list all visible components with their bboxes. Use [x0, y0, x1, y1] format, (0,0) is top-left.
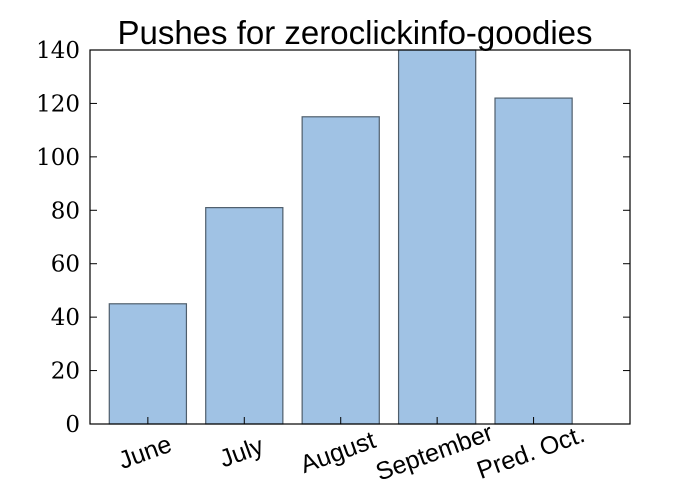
- x-tick-label: September: [372, 418, 496, 486]
- y-tick-label: 60: [51, 252, 80, 278]
- x-tick-label: August: [297, 426, 380, 479]
- bar-pred-oct-: [494, 97, 573, 425]
- y-tick-label: 120: [36, 91, 80, 117]
- bar-june: [108, 303, 188, 425]
- bar-september: [397, 49, 477, 425]
- y-tick-label: 0: [65, 412, 80, 438]
- chart-title: Pushes for zeroclickinfo-goodies: [117, 14, 592, 51]
- bar-august: [301, 116, 380, 425]
- x-tick-label: June: [115, 430, 176, 475]
- y-tick-label: 40: [51, 305, 80, 331]
- plot-frame: [89, 49, 631, 425]
- y-tick-label: 80: [51, 198, 80, 224]
- y-tick-label: 100: [36, 145, 80, 171]
- bar-july: [205, 207, 284, 425]
- y-axis: 0 20 40 60 80 100 120 140: [36, 38, 630, 438]
- y-tick-label: 140: [36, 38, 80, 64]
- x-tick-label: July: [216, 432, 268, 474]
- bars-group: [108, 49, 573, 425]
- y-tick-label: 20: [51, 359, 80, 385]
